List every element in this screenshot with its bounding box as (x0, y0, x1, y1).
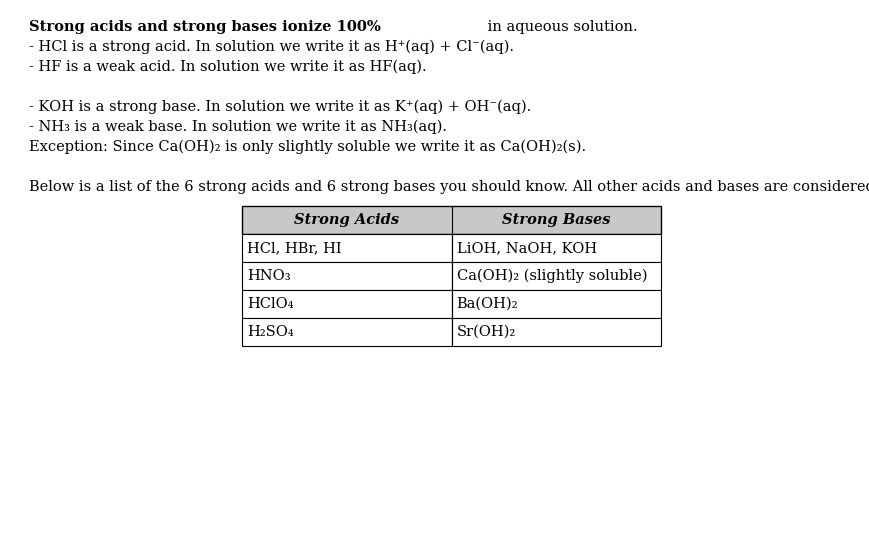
Text: HClO₄: HClO₄ (247, 297, 293, 311)
Text: Ba(OH)₂: Ba(OH)₂ (456, 297, 517, 311)
Text: Strong Acids: Strong Acids (294, 213, 399, 227)
Text: Ca(OH)₂ (slightly soluble): Ca(OH)₂ (slightly soluble) (456, 269, 647, 283)
Text: Sr(OH)₂: Sr(OH)₂ (456, 325, 515, 339)
Bar (242, 290, 451, 318)
Text: in aqueous solution.: in aqueous solution. (482, 20, 637, 34)
Bar (451, 318, 660, 346)
Text: Strong acids and strong bases ionize 100%: Strong acids and strong bases ionize 100… (29, 20, 380, 34)
Text: - NH₃ is a weak base. In solution we write it as NH₃(aq).: - NH₃ is a weak base. In solution we wri… (29, 120, 446, 134)
Text: HCl, HBr, HI: HCl, HBr, HI (247, 241, 342, 255)
Text: LiOH, NaOH, KOH: LiOH, NaOH, KOH (456, 241, 596, 255)
Text: - HF is a weak acid. In solution we write it as HF(aq).: - HF is a weak acid. In solution we writ… (29, 60, 426, 75)
Text: H₂SO₄: H₂SO₄ (247, 325, 293, 339)
Bar (242, 206, 660, 234)
Text: Strong Bases: Strong Bases (501, 213, 610, 227)
Bar (451, 262, 660, 290)
Text: HNO₃: HNO₃ (247, 269, 290, 283)
Bar (242, 234, 451, 262)
Text: Exception: Since Ca(OH)₂ is only slightly soluble we write it as Ca(OH)₂(s).: Exception: Since Ca(OH)₂ is only slightl… (29, 140, 585, 154)
Bar (451, 290, 660, 318)
Bar (242, 262, 451, 290)
Text: Below is a list of the 6 strong acids and 6 strong bases you should know. All ot: Below is a list of the 6 strong acids an… (29, 180, 869, 194)
Bar (451, 234, 660, 262)
Text: - KOH is a strong base. In solution we write it as K⁺(aq) + OH⁻(aq).: - KOH is a strong base. In solution we w… (29, 100, 530, 114)
Bar (242, 318, 451, 346)
Text: - HCl is a strong acid. In solution we write it as H⁺(aq) + Cl⁻(aq).: - HCl is a strong acid. In solution we w… (29, 40, 513, 55)
